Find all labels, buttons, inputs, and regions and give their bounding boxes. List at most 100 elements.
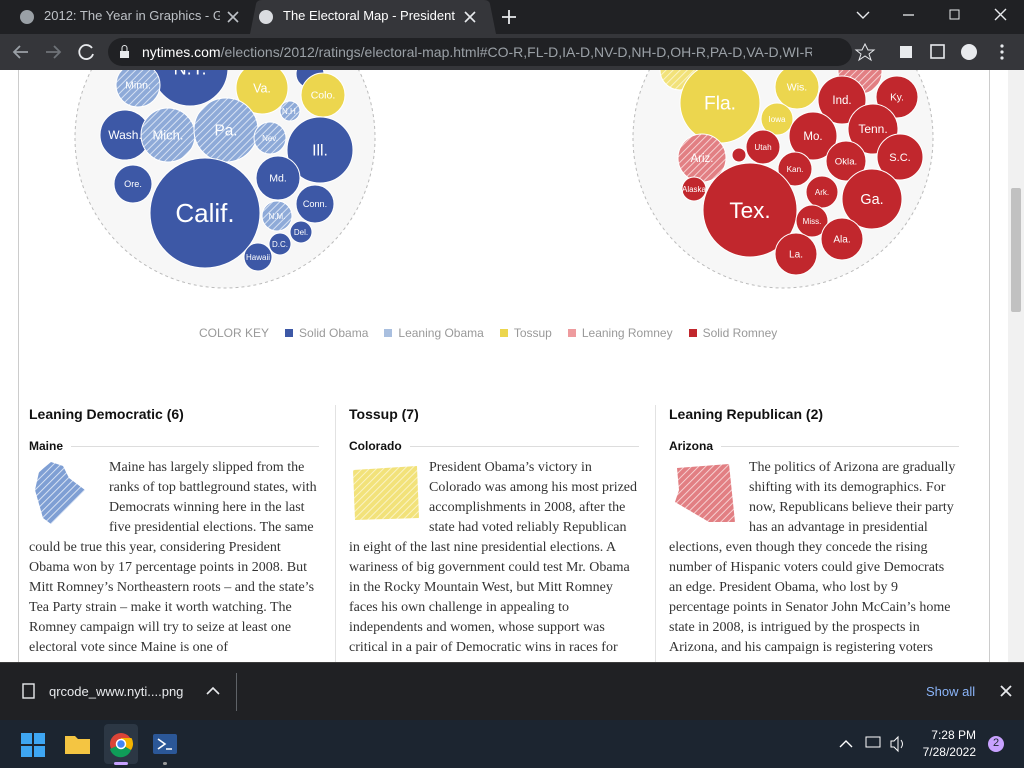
rating-column: Leaning Republican (2) Arizona The politic… <box>669 405 959 658</box>
menu[interactable] <box>1000 50 1004 54</box>
forward[interactable] <box>46 45 62 59</box>
running-indicator <box>114 762 128 765</box>
reload[interactable] <box>78 44 94 60</box>
state-bubble <box>115 70 161 108</box>
show-all[interactable]: Show all <box>926 684 976 699</box>
state-text: The politics of Arizona are gradually sh… <box>669 458 959 658</box>
bubble-charts: N.Y. Minn. Va. N.H. Colo. Wash. Mich. Pa. Nev. Il… <box>18 70 990 662</box>
tab-search[interactable] <box>856 11 870 19</box>
file-explorer[interactable] <box>65 736 90 754</box>
state-label: Ore. <box>124 179 142 189</box>
state-bubble <box>255 155 301 201</box>
bookmark[interactable] <box>854 42 876 62</box>
toolbar-icons <box>12 38 1004 66</box>
state-bubble <box>745 129 781 165</box>
close-tab[interactable] <box>227 11 239 23</box>
state-label: Nev. <box>262 134 278 143</box>
state-text: President Obama’s victory in Colorado wa… <box>349 458 639 658</box>
web-page: N.Y. Minn. Va. N.H. Colo. Wash. Mich. Pa. Nev. Il… <box>0 70 1008 662</box>
running-indicator <box>163 762 167 765</box>
close-download-bar[interactable] <box>1000 685 1012 697</box>
state-label: N.H. <box>282 107 298 116</box>
download-icons <box>22 673 1012 711</box>
rule <box>721 445 959 447</box>
state-bubble <box>760 102 794 136</box>
tab-title[interactable]: 2012: The Year in Graphics - Grap <box>44 8 220 23</box>
state-label: Calif. <box>175 198 234 228</box>
color-key: COLOR KEY Solid Obama Leaning Obama Tossup… <box>199 326 787 340</box>
clock-time[interactable]: 7:28 PM <box>931 728 976 742</box>
state-label: Okla. <box>835 156 857 167</box>
menu[interactable] <box>1000 56 1004 60</box>
state-text: Maine has largely slipped from the ranks… <box>29 458 319 658</box>
color-swatch <box>499 329 508 337</box>
notification-count[interactable]: 2 <box>992 737 1000 749</box>
tab-bar: 2012: The Year in Graphics - Grap The El… <box>0 0 1024 34</box>
state-name: Arizona <box>669 439 714 453</box>
column-heading: Leaning Republican (2) <box>669 406 824 422</box>
start-button[interactable] <box>21 733 45 757</box>
state-subhead: Colorado <box>349 438 639 454</box>
clock-date[interactable]: 7/28/2022 <box>922 745 976 759</box>
rating-column: Leaning Democratic (6) Maine Maine has lar… <box>29 405 319 658</box>
scroll-thumb[interactable] <box>1011 188 1021 312</box>
close-window[interactable] <box>994 8 1007 21</box>
state-label: Fla. <box>704 94 736 115</box>
color-key-label: Solid Romney <box>702 326 778 340</box>
state-label: Md. <box>269 173 287 185</box>
tab-bar-icons <box>20 0 1007 34</box>
state-label: Va. <box>253 81 271 95</box>
state-label: Ariz. <box>690 153 713 165</box>
state-bubble <box>795 204 829 238</box>
download-menu[interactable] <box>206 686 220 695</box>
lock <box>121 45 128 51</box>
extensions[interactable] <box>900 46 912 58</box>
omnibox[interactable] <box>108 38 852 66</box>
state-description: Maine has largely slipped from the ranks… <box>29 460 317 655</box>
state-map <box>669 460 741 528</box>
state-bubble <box>841 168 903 230</box>
restore[interactable] <box>949 9 960 20</box>
state-label: Alaska <box>682 185 707 194</box>
notification-badge[interactable] <box>988 736 1004 752</box>
network[interactable] <box>865 736 881 748</box>
state-bubble <box>774 70 820 110</box>
tab-title[interactable]: The Electoral Map - Presidential I <box>283 8 455 23</box>
state-label: Mich. <box>153 128 184 143</box>
profile[interactable] <box>961 44 977 60</box>
side-panel[interactable] <box>930 44 945 59</box>
close-tab[interactable] <box>464 11 476 23</box>
download-file[interactable]: qrcode_www.nyti....png <box>49 684 184 699</box>
state-label: Minn. <box>125 80 151 92</box>
state-label: Wash. <box>108 128 142 142</box>
column-heading: Leaning Democratic (6) <box>29 406 184 422</box>
state-label: Utah <box>754 143 771 152</box>
download-bar: qrcode_www.nyti....png Show all <box>0 662 1024 720</box>
state-bubble <box>820 217 864 261</box>
url-path: /elections/2012/ratings/electoral-map.ht… <box>220 44 812 60</box>
tray-overflow[interactable] <box>839 740 853 748</box>
state-label: Kan. <box>787 165 804 174</box>
state-label: Ga. <box>860 192 883 208</box>
state-bubble <box>681 176 707 202</box>
new-tab[interactable] <box>502 10 516 24</box>
color-key-label: Leaning Romney <box>581 326 673 340</box>
color-swatch <box>285 329 294 337</box>
state-label: Wis. <box>787 82 808 94</box>
address-bar: nytimes.com/elections/2012/ratings/elect… <box>0 34 1024 70</box>
active-tab[interactable] <box>250 0 496 34</box>
rule <box>409 445 639 447</box>
state-bubble <box>243 242 273 272</box>
color-swatch <box>567 329 576 337</box>
url[interactable]: nytimes.com/elections/2012/ratings/elect… <box>142 44 812 60</box>
state-label: Pa. <box>214 122 237 139</box>
file-icon <box>22 683 35 699</box>
volume[interactable] <box>890 735 903 753</box>
lock <box>120 51 129 58</box>
state-name: Maine <box>29 439 64 453</box>
state-bubble <box>774 232 818 276</box>
back[interactable] <box>12 45 28 59</box>
scrollbar[interactable] <box>1008 70 1024 662</box>
menu[interactable] <box>1000 44 1004 48</box>
color-swatch <box>688 329 697 337</box>
